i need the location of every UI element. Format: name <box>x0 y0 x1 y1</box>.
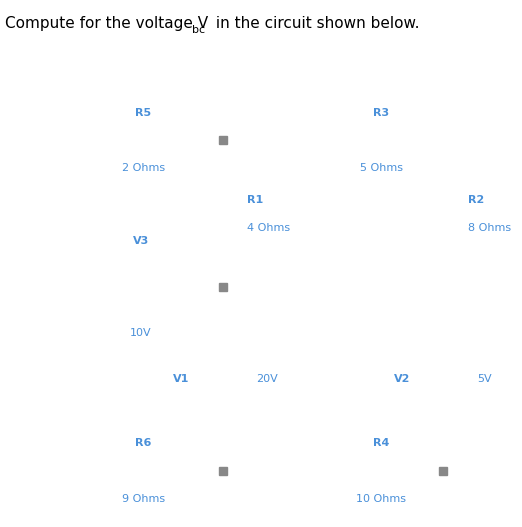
Text: +: + <box>462 409 473 422</box>
Text: 10V: 10V <box>130 328 152 338</box>
Text: R3: R3 <box>373 108 389 118</box>
Text: V2: V2 <box>394 374 410 384</box>
Text: R1: R1 <box>246 195 263 205</box>
Text: bc: bc <box>192 25 205 35</box>
Text: 2 Ohms: 2 Ohms <box>122 163 165 173</box>
Text: +: + <box>242 336 253 349</box>
Text: 8 Ohms: 8 Ohms <box>468 222 511 232</box>
Text: 9 Ohms: 9 Ohms <box>122 493 165 503</box>
Text: c: c <box>37 464 45 477</box>
Text: Compute for the voltage V: Compute for the voltage V <box>5 16 208 31</box>
Text: R6: R6 <box>135 438 151 447</box>
Text: +: + <box>77 271 88 285</box>
Text: 4 Ohms: 4 Ohms <box>246 222 290 232</box>
Text: 5 Ohms: 5 Ohms <box>360 163 402 173</box>
Text: V3: V3 <box>133 236 149 246</box>
Text: R5: R5 <box>135 108 151 118</box>
Text: R4: R4 <box>373 438 389 447</box>
Text: V1: V1 <box>173 374 189 384</box>
Text: 10 Ohms: 10 Ohms <box>356 493 406 503</box>
Text: a: a <box>36 133 45 148</box>
Text: 20V: 20V <box>256 374 278 384</box>
Text: b: b <box>36 280 45 294</box>
Text: in the circuit shown below.: in the circuit shown below. <box>211 16 420 31</box>
Text: 5V: 5V <box>477 374 492 384</box>
Text: R2: R2 <box>468 195 484 205</box>
